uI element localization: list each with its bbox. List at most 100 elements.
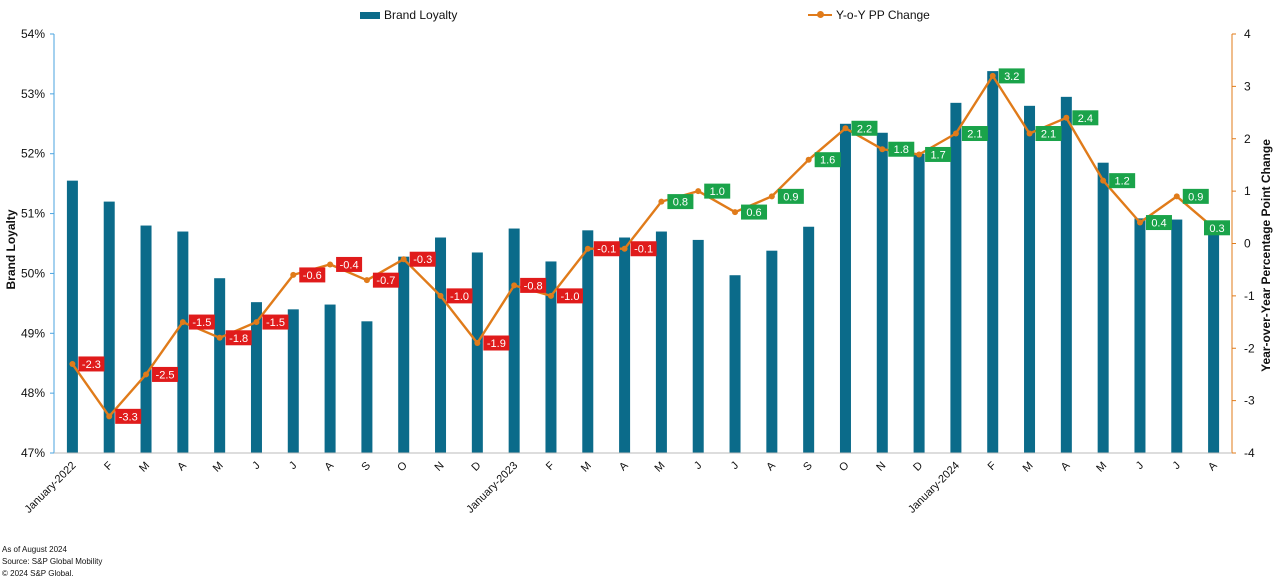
line-point: [952, 130, 959, 137]
line-point: [916, 151, 923, 158]
data-label-text: -0.8: [524, 280, 543, 292]
x-tick-label: J: [250, 460, 262, 472]
data-label-text: 2.2: [857, 123, 872, 135]
right-tick-label: 3: [1244, 79, 1251, 93]
x-tick-label: M: [211, 460, 226, 475]
bar: [619, 237, 631, 453]
data-label-box: [998, 68, 1025, 84]
bar: [250, 302, 262, 453]
line-point: [695, 188, 702, 195]
line-point: [106, 413, 113, 420]
line-point: [1173, 193, 1180, 200]
data-label-box: [188, 314, 215, 330]
data-label-box: [888, 141, 915, 157]
data-label-box: [667, 194, 694, 210]
data-label-text: 1.0: [710, 186, 725, 198]
bar: [692, 239, 704, 453]
left-tick-label: 54%: [21, 27, 45, 41]
data-label-text: -0.7: [376, 275, 395, 287]
data-label: 1.7: [925, 146, 952, 162]
bar: [950, 102, 962, 453]
bar: [398, 256, 410, 453]
line-point: [805, 156, 812, 163]
bar: [435, 237, 447, 453]
data-label-box: [851, 120, 878, 136]
x-tick-label: M: [579, 460, 594, 475]
legend-line-label: Y-o-Y PP Change: [836, 8, 930, 22]
data-label-text: 1.7: [930, 149, 945, 161]
data-label: -0.1: [593, 241, 620, 257]
x-tick-label: M: [1021, 460, 1036, 475]
data-label: 0.3: [1204, 220, 1230, 236]
x-tick-label: J: [287, 460, 299, 472]
line-point: [621, 245, 628, 252]
line-point: [584, 245, 591, 252]
data-label-box: [1145, 215, 1172, 231]
data-label: -0.3: [409, 251, 436, 267]
x-tick-label: J: [1171, 460, 1183, 472]
y2-axis-title: Year-over-Year Percentage Point Change: [1259, 139, 1273, 372]
left-tick-label: 52%: [21, 147, 45, 161]
data-label-box: [372, 272, 399, 288]
legend-line: Y-o-Y PP Change: [808, 8, 930, 22]
data-label: -0.7: [372, 272, 399, 288]
line-point: [253, 319, 260, 326]
line-point: [547, 292, 554, 299]
bar: [324, 304, 336, 453]
data-label-box: [630, 241, 657, 257]
data-label-box: [483, 335, 510, 351]
right-tick-label: 4: [1244, 27, 1251, 41]
data-label: 2.1: [961, 126, 988, 142]
bar: [140, 225, 152, 453]
line-point: [658, 198, 665, 205]
x-tick-label: O: [837, 459, 852, 474]
data-label-text: 0.8: [673, 197, 688, 209]
data-label-box: [409, 251, 436, 267]
x-tick-label: N: [433, 460, 447, 474]
data-label: 0.4: [1145, 215, 1172, 231]
data-label-text: 1.2: [1115, 176, 1130, 188]
data-label-box: [446, 288, 473, 304]
bar: [987, 71, 999, 454]
data-label-box: [152, 366, 179, 382]
left-tick-label: 47%: [21, 446, 45, 460]
x-tick-label: F: [986, 459, 999, 472]
data-label-text: -0.3: [413, 254, 432, 266]
bar: [361, 321, 373, 453]
data-label-text: 0.3: [1209, 223, 1224, 235]
x-tick-label: A: [175, 459, 189, 473]
data-label-text: -1.5: [192, 317, 211, 329]
x-tick-label: M: [1094, 460, 1109, 475]
data-label-text: -1.9: [487, 338, 506, 350]
right-tick-label: -2: [1244, 341, 1255, 355]
data-label-box: [78, 356, 105, 372]
line-point: [1100, 177, 1107, 184]
data-label: 1.8: [888, 141, 915, 157]
left-tick-label: 51%: [21, 207, 45, 221]
left-tick-label: 49%: [21, 326, 45, 340]
data-label-text: 2.1: [967, 129, 982, 141]
data-label-text: 0.4: [1151, 218, 1166, 230]
line-point: [69, 360, 76, 367]
data-label: 1.0: [704, 183, 731, 199]
data-label-text: 0.9: [783, 191, 798, 203]
bar: [1024, 105, 1036, 453]
line-point: [143, 371, 150, 378]
x-tick-label: D: [911, 460, 925, 474]
data-label: -0.4: [336, 256, 363, 272]
data-label-box: [1035, 126, 1062, 142]
data-label-text: -1.8: [229, 333, 248, 345]
line-point: [768, 193, 775, 200]
data-label-box: [556, 288, 583, 304]
bar: [766, 250, 778, 453]
right-tick-label: 1: [1244, 184, 1251, 198]
bar: [287, 309, 299, 453]
labels-layer: -2.3 -3.3 -2.5 -1.5 -1.8 -1.5 -0.6 -0.4 -0.7 -0.3…: [78, 68, 1230, 424]
bar: [839, 123, 851, 454]
data-label-text: -2.5: [156, 369, 175, 381]
legend-bar-label: Brand Loyalty: [384, 8, 458, 22]
data-label-box: [1182, 188, 1209, 204]
data-label-text: 3.2: [1004, 71, 1019, 83]
line-point: [1063, 114, 1070, 121]
x-tick-label: O: [395, 459, 410, 474]
